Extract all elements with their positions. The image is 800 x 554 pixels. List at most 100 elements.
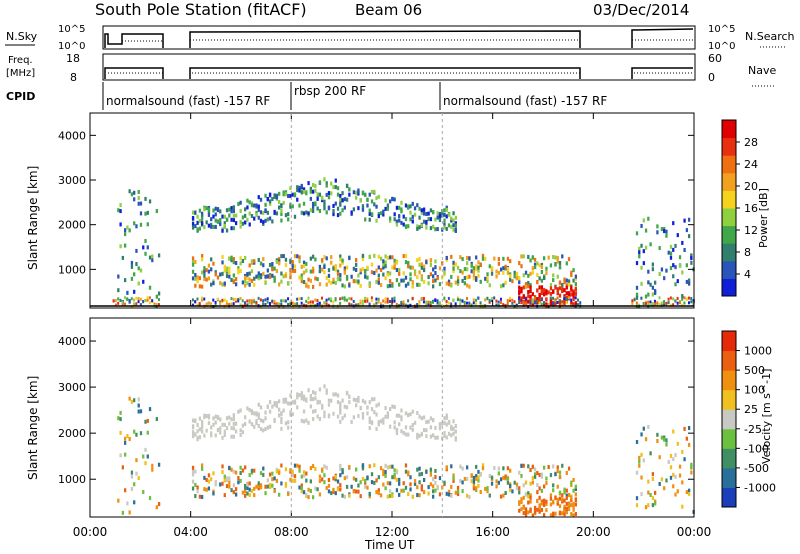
power-cell	[221, 214, 224, 219]
power-cell	[232, 297, 235, 301]
velocity-cell	[411, 423, 414, 428]
power-cell	[683, 218, 686, 223]
power-cell	[339, 197, 342, 202]
velocity-cell	[339, 410, 342, 415]
velocity-cell	[253, 411, 256, 416]
velocity-cell	[499, 494, 503, 499]
power-cell	[395, 219, 399, 224]
velocity-cell	[232, 483, 235, 488]
y-tick-label: 1000	[58, 473, 86, 486]
velocity-cell	[549, 513, 553, 518]
velocity-cell	[488, 493, 491, 498]
power-cell	[280, 254, 283, 259]
power-cell	[656, 303, 659, 307]
velocity-cell	[635, 496, 639, 501]
power-cell	[323, 270, 326, 275]
power-cell	[669, 266, 673, 271]
power-cell	[314, 201, 317, 206]
power-cell	[364, 296, 367, 300]
velocity-cell	[527, 464, 530, 469]
velocity-cell	[128, 510, 131, 515]
velocity-cell	[148, 407, 152, 412]
power-cell	[291, 263, 294, 268]
power-cell	[454, 228, 457, 233]
power-cell	[148, 296, 151, 300]
power-cell	[400, 278, 403, 283]
velocity-cell	[239, 433, 242, 438]
power-cell	[434, 278, 437, 283]
power-cell	[196, 279, 199, 284]
velocity-cell	[416, 493, 419, 498]
velocity-cell	[432, 494, 435, 499]
velocity-cell	[552, 488, 555, 493]
power-cell	[284, 213, 288, 218]
power-cell	[545, 271, 548, 276]
power-cell	[203, 297, 206, 301]
velocity-cell	[520, 499, 523, 504]
power-cell	[282, 254, 285, 259]
power-cell	[678, 263, 682, 268]
velocity-cell	[244, 465, 247, 470]
power-cell	[345, 276, 349, 281]
power-cell	[311, 303, 314, 307]
velocity-cell	[325, 465, 328, 470]
velocity-cell	[640, 432, 643, 437]
power-cell	[287, 193, 290, 198]
power-cell	[373, 202, 376, 207]
power-cell	[318, 208, 322, 213]
velocity-cell	[327, 413, 331, 418]
power-cell	[413, 271, 417, 276]
power-cell	[538, 293, 541, 298]
power-cell	[341, 283, 344, 288]
velocity-cell	[495, 479, 498, 484]
power-cell	[663, 303, 666, 307]
power-cell	[420, 262, 423, 267]
power-cell	[359, 283, 362, 288]
power-cell	[355, 268, 358, 273]
power-cell	[244, 213, 247, 218]
y-tick-label: 2000	[58, 219, 86, 232]
velocity-cell	[268, 400, 272, 405]
power-cell	[527, 290, 530, 295]
velocity-cell	[214, 480, 217, 485]
y-tick-label: 4000	[58, 335, 86, 348]
power-cell	[307, 284, 310, 289]
velocity-cell	[293, 400, 297, 405]
velocity-cell	[432, 489, 435, 494]
power-cell	[638, 250, 641, 255]
power-cell	[379, 211, 383, 216]
velocity-cell	[300, 474, 303, 479]
power-cell	[355, 258, 358, 263]
power-cell	[316, 206, 319, 211]
power-cell	[398, 218, 401, 223]
velocity-cell	[280, 426, 283, 431]
power-cell	[370, 199, 374, 204]
power-cell	[123, 232, 127, 237]
velocity-cell	[357, 489, 360, 494]
power-cell	[327, 195, 331, 200]
power-cell	[644, 228, 648, 233]
velocity-cell	[674, 492, 677, 497]
velocity-cell	[667, 459, 670, 464]
velocity-cell	[123, 440, 127, 445]
power-cell	[461, 299, 464, 303]
power-cell	[388, 279, 392, 284]
power-cell	[472, 298, 475, 302]
power-cell	[384, 260, 387, 265]
velocity-cell	[203, 415, 206, 420]
power-cell	[205, 206, 208, 211]
power-cell	[366, 275, 369, 280]
power-cell	[565, 300, 568, 304]
power-cell	[316, 196, 319, 201]
power-cell	[422, 300, 425, 304]
velocity-cell	[434, 480, 437, 485]
power-cell	[572, 291, 575, 296]
freq-tick-low: 8	[70, 71, 77, 84]
velocity-cell	[302, 419, 306, 424]
power-cell	[291, 268, 294, 273]
power-cell	[509, 259, 512, 264]
power-cell	[663, 300, 666, 304]
power-heatmap-cells	[112, 177, 695, 309]
velocity-cell	[280, 463, 283, 468]
power-cell	[268, 199, 272, 204]
